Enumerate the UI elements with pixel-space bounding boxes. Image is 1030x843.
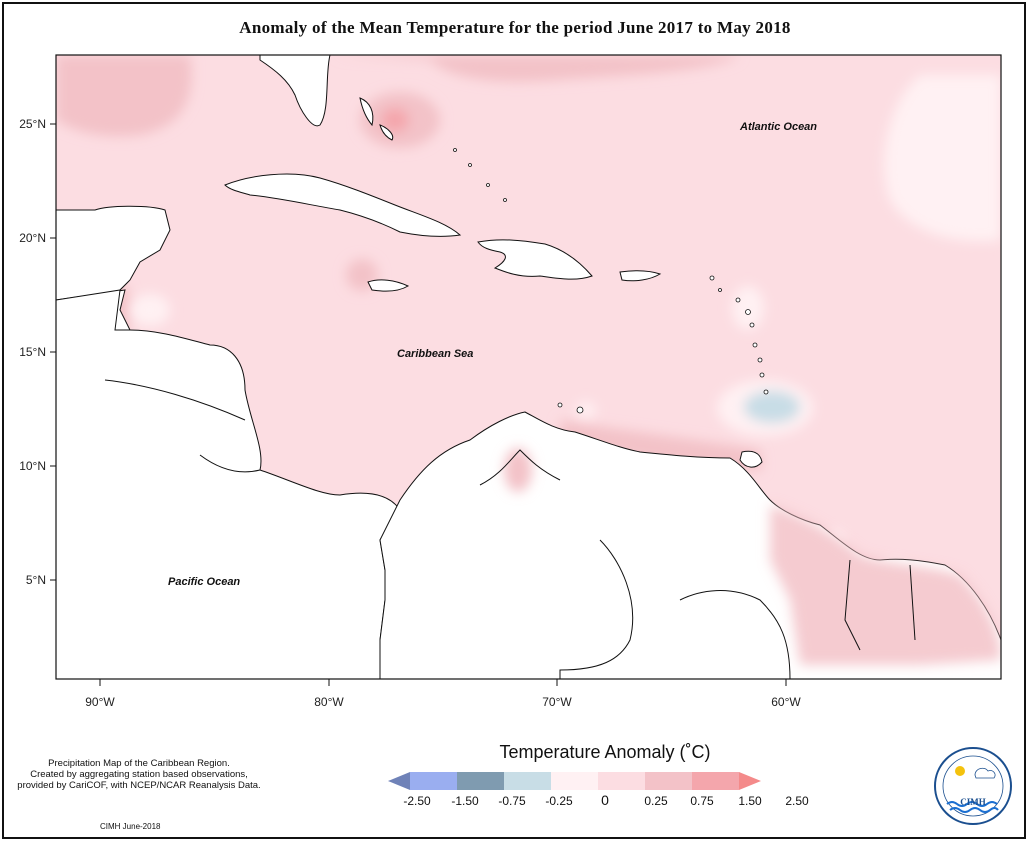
note-line: Created by aggregating station based obs…: [30, 769, 248, 780]
sun-icon: [955, 766, 965, 776]
borders: [104, 379, 916, 679]
note-line: Precipitation Map of the Caribbean Regio…: [48, 758, 230, 769]
lesser-antilles: [453, 148, 769, 414]
lat-tick-label: 5°N: [26, 573, 46, 587]
legend-swatch: [410, 772, 457, 790]
legend-label: 2.50: [785, 794, 809, 808]
legend-arrow-high: [739, 772, 761, 790]
legend-swatch: [598, 772, 645, 790]
cloud-icon: [974, 767, 996, 779]
legend-label: -2.50: [403, 794, 431, 808]
note-line: provided by CariCOF, with NCEP/NCAR Rean…: [17, 780, 261, 791]
puerto-rico: [619, 270, 662, 282]
bahamas-andros: [359, 97, 374, 127]
wave-icon: [946, 801, 998, 807]
legend-arrow-low: [388, 772, 410, 790]
trinidad: [739, 450, 763, 468]
legend-label: -1.50: [451, 794, 479, 808]
cuba: [224, 173, 462, 237]
legend-swatch: [551, 772, 598, 790]
legend-swatch: [457, 772, 504, 790]
legend-swatch: [504, 772, 551, 790]
lon-tick-label: 90°W: [85, 695, 115, 709]
longitude-axis: 90°W 80°W 70°W 60°W: [85, 679, 801, 709]
description-note: Precipitation Map of the Caribbean Regio…: [8, 758, 270, 791]
lat-tick-label: 25°N: [19, 117, 46, 131]
lat-tick-label: 20°N: [19, 231, 46, 245]
lat-tick-label: 15°N: [19, 345, 46, 359]
latitude-axis: 25°N 20°N 15°N 10°N 5°N: [19, 117, 56, 587]
cimh-logo: [934, 747, 1012, 825]
lon-tick-label: 80°W: [314, 695, 344, 709]
legend-colorbar: [388, 772, 761, 790]
label-atlantic-ocean: Atlantic Ocean: [739, 121, 817, 133]
legend-label: -0.75: [498, 794, 526, 808]
lon-tick-label: 70°W: [542, 695, 572, 709]
legend-label: 1.50: [738, 794, 762, 808]
legend-label: 0.25: [644, 794, 668, 808]
legend-label: -0.25: [545, 794, 573, 808]
label-pacific-ocean: Pacific Ocean: [168, 576, 240, 588]
legend-swatch: [692, 772, 739, 790]
label-caribbean-sea: Caribbean Sea: [397, 348, 473, 360]
land-anomalies: [504, 448, 1001, 665]
florida: [259, 55, 331, 127]
logo-text: CIMH: [960, 797, 986, 807]
lat-tick-label: 10°N: [19, 459, 46, 473]
bahamas-island: [379, 124, 394, 141]
central-america: [56, 289, 401, 679]
legend-label: 0.75: [690, 794, 714, 808]
legend-swatch: [645, 772, 692, 790]
legend-title: Temperature Anomaly (˚C): [499, 742, 711, 762]
lon-tick-label: 60°W: [771, 695, 801, 709]
map-border: [55, 54, 1002, 680]
credit-text: CIMH June-2018: [100, 822, 161, 831]
hispaniola: [477, 239, 593, 280]
legend-label: 0: [601, 792, 609, 808]
jamaica: [367, 279, 410, 292]
map-title: Anomaly of the Mean Temperature for the …: [239, 18, 791, 37]
